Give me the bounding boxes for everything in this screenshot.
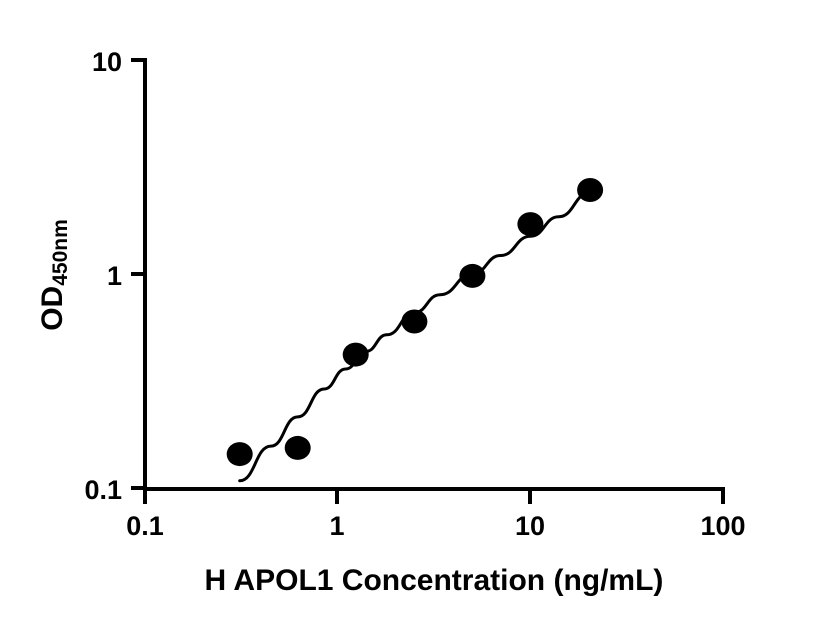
x-tick-label-10: 10 xyxy=(515,511,545,541)
data-point xyxy=(226,442,253,467)
y-axis-title-main: OD xyxy=(36,286,69,331)
y-tick-label-0.1: 0.1 xyxy=(84,475,122,505)
y-axis-title: OD 450nm xyxy=(36,219,72,331)
x-tick-label-1: 1 xyxy=(329,511,344,541)
data-point xyxy=(517,212,544,237)
y-tick-label-1: 1 xyxy=(107,261,122,291)
x-tick-label-0.1: 0.1 xyxy=(126,511,164,541)
data-point xyxy=(577,178,604,202)
data-point-group xyxy=(226,178,604,467)
data-point xyxy=(342,342,369,367)
data-point xyxy=(284,435,311,460)
x-tick-label-100: 100 xyxy=(700,511,745,541)
fit-curve-line xyxy=(238,191,592,483)
y-tick-label-10: 10 xyxy=(92,47,122,77)
data-point xyxy=(401,309,428,334)
y-axis-title-subscript: 450nm xyxy=(49,219,72,286)
x-axis-title: H APOL1 Concentration (ng/mL) xyxy=(205,564,664,597)
data-point xyxy=(459,263,486,288)
